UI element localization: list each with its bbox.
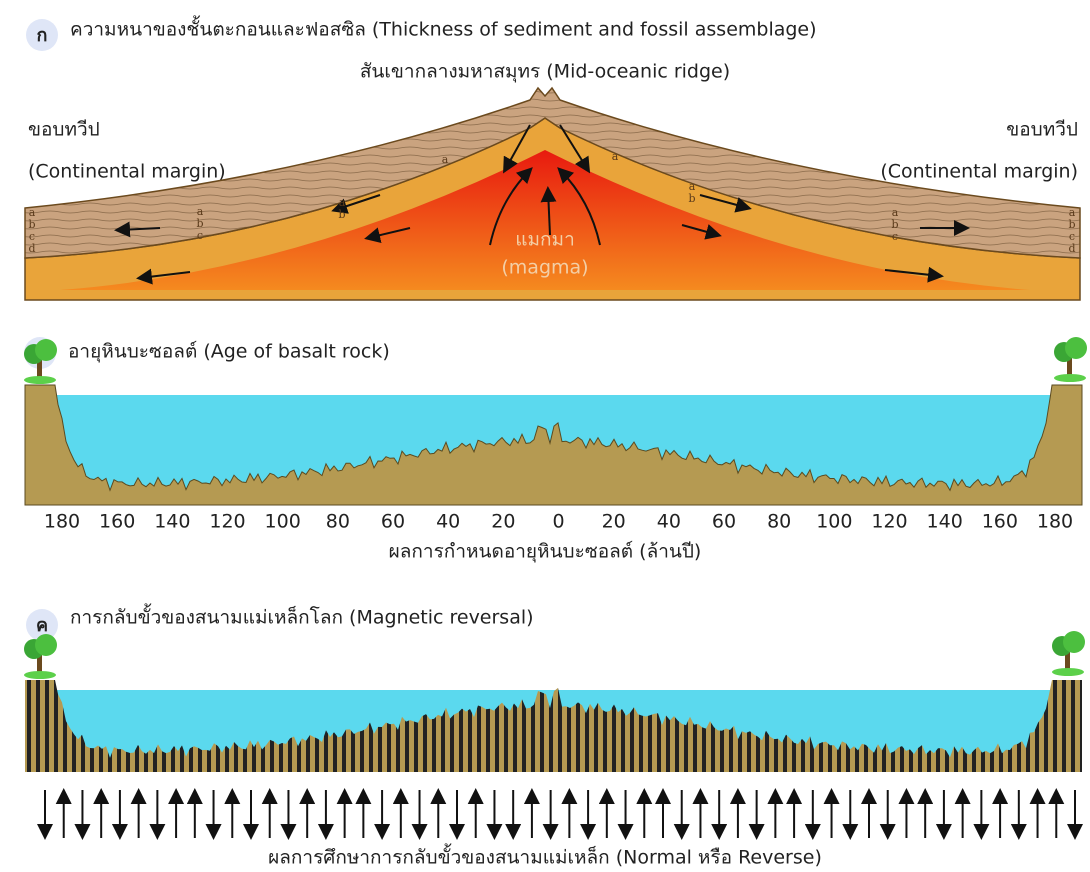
tree-leaves bbox=[35, 339, 57, 361]
panel-label: ค bbox=[36, 615, 48, 636]
age-label: 160 bbox=[982, 511, 1018, 533]
age-label: 100 bbox=[265, 511, 301, 533]
layer-label: a bbox=[442, 153, 449, 166]
age-label: 100 bbox=[816, 511, 852, 533]
panel-label: ก bbox=[37, 25, 48, 46]
margin-label: (Continental margin) bbox=[880, 161, 1078, 183]
layer-label: a bbox=[612, 150, 619, 163]
age-label: 40 bbox=[657, 511, 681, 533]
panel-title: อายุหินบะซอลต์ (Age of basalt rock) bbox=[68, 341, 390, 364]
age-label: 40 bbox=[436, 511, 460, 533]
age-label: 20 bbox=[602, 511, 626, 533]
age-label: 140 bbox=[154, 511, 190, 533]
layer-label: c bbox=[892, 230, 898, 243]
tree-leaves bbox=[1065, 337, 1087, 359]
grass bbox=[24, 671, 56, 679]
ridge-label: สันเขากลางมหาสมุทร (Mid-oceanic ridge) bbox=[360, 61, 730, 84]
layer-label: d bbox=[28, 242, 35, 255]
magma-label: แมกมา bbox=[515, 229, 574, 251]
age-label: 180 bbox=[44, 511, 80, 533]
age-label: 140 bbox=[927, 511, 963, 533]
margin-label: ขอบทวีป bbox=[28, 119, 100, 141]
age-label: 180 bbox=[1037, 511, 1073, 533]
caption: ผลการศึกษาการกลับขั้วของสนามแม่เหล็ก (No… bbox=[268, 844, 822, 869]
age-label: 20 bbox=[491, 511, 515, 533]
magma-label: (magma) bbox=[501, 257, 588, 279]
age-label: 80 bbox=[326, 511, 350, 533]
diagram: ก ความหนาของชั้นตะกอนและฟอสซิล (Thicknes… bbox=[0, 0, 1090, 872]
tree-leaves bbox=[1063, 631, 1085, 653]
age-label: 120 bbox=[871, 511, 907, 533]
panel-title: การกลับขั้วของสนามแม่เหล็กโลก (Magnetic … bbox=[70, 604, 534, 629]
age-label: 120 bbox=[209, 511, 245, 533]
age-label: 80 bbox=[767, 511, 791, 533]
margin-label: ขอบทวีป bbox=[1006, 119, 1078, 141]
age-label: 0 bbox=[552, 511, 564, 533]
age-label: 160 bbox=[99, 511, 135, 533]
age-label: 60 bbox=[712, 511, 736, 533]
polarity-arrows bbox=[45, 790, 1075, 838]
layer-label: b bbox=[338, 208, 345, 221]
age-label: 60 bbox=[381, 511, 405, 533]
grass bbox=[24, 376, 56, 384]
panel-title: ความหนาของชั้นตะกอนและฟอสซิล (Thickness … bbox=[70, 16, 817, 41]
margin-label: (Continental margin) bbox=[28, 161, 226, 183]
grass bbox=[1052, 668, 1084, 676]
tree-leaves bbox=[35, 634, 57, 656]
layer-label: c bbox=[197, 229, 203, 242]
age-labels: 180 160 140 120 100 80 60 40 20 0 20 40 60 80 100 120 14… bbox=[44, 511, 1073, 533]
layer-label: b bbox=[688, 192, 695, 205]
layer-label: d bbox=[1068, 242, 1075, 255]
caption: ผลการกำหนดอายุหินบะซอลต์ (ล้านปี) bbox=[389, 541, 702, 564]
grass bbox=[1054, 374, 1086, 382]
